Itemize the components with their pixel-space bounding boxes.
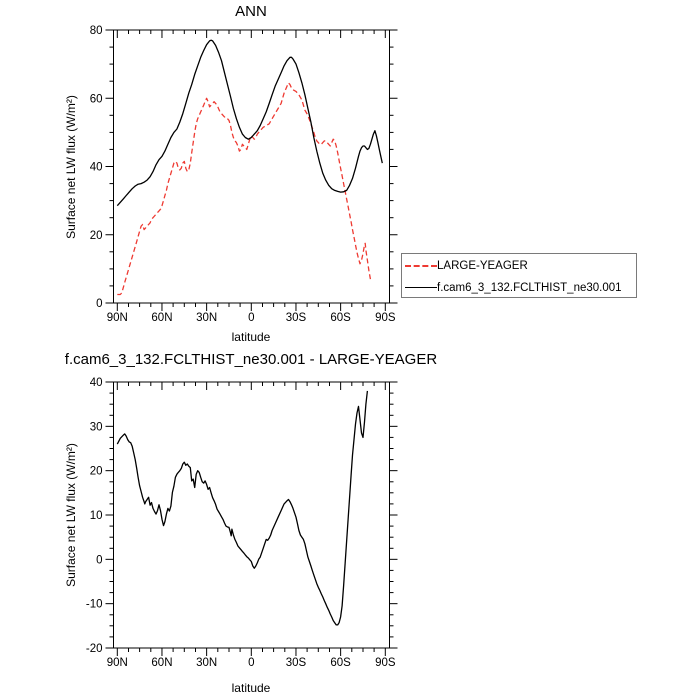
legend-label: f.cam6_3_132.FCLTHIST_ne30.001 [437,281,622,294]
top-x-tick-label: 60N [151,312,172,324]
black-solid-line-swatch [405,287,437,288]
top-x-tick-label: 30N [196,312,217,324]
bottom-chart-plot [105,381,398,656]
bottom-x-tick-label: 0 [248,657,254,669]
top-y-tick-label: 80 [90,25,103,37]
bottom-x-tick-label: 30N [196,657,217,669]
top-chart-y-axis-label: Surface net LW flux (W/m²) [64,95,78,239]
bottom-y-tick-label: 10 [90,510,103,522]
bottom-y-tick-label: 40 [90,377,103,389]
bottom-y-tick-label: -10 [86,599,103,611]
bottom-x-tick-label: 60S [330,657,351,669]
top-x-tick-label: 90S [375,312,396,324]
top-x-tick-label: 90N [107,312,128,324]
legend-box: LARGE-YEAGER f.cam6_3_132.FCLTHIST_ne30.… [401,253,637,298]
top-chart-plot [105,29,398,311]
legend-entry-fclthist: f.cam6_3_132.FCLTHIST_ne30.001 [402,277,636,298]
top-y-tick-label: 40 [90,162,103,174]
bottom-x-tick-label: 60N [151,657,172,669]
top-tick-labels: 90N 60N 30N 0 30S 60S 90S 0 20 40 60 80 [90,25,396,324]
legend-label: LARGE-YEAGER [437,259,528,272]
bottom-y-tick-label: 20 [90,466,103,478]
top-y-tick-label: 20 [90,230,103,242]
bottom-x-tick-label: 90S [375,657,396,669]
bottom-tick-labels: 90N 60N 30N 0 30S 60S 90S -20 -10 0 10 20 30 40 [86,377,396,669]
bottom-y-tick-label: -20 [86,643,103,655]
bottom-series-difference [116,390,369,626]
top-x-tick-label: 30S [286,312,307,324]
bottom-x-tick-label: 90N [107,657,128,669]
bottom-chart-x-axis-label: latitude [231,681,271,695]
red-dashed-line-swatch [405,264,437,267]
bottom-y-tick-label: 0 [96,554,102,566]
top-x-tick-label: 60S [330,312,351,324]
top-series-large-yeager [117,82,372,296]
top-y-tick-label: 60 [90,93,103,105]
top-series-f-cam6-3-132-fclthist-ne30-001 [116,39,383,207]
top-axis-ticks [105,29,398,311]
top-chart-title: ANN [235,3,267,20]
bottom-y-tick-label: 30 [90,421,103,433]
bottom-axis-ticks [105,381,398,656]
bottom-x-tick-label: 30S [286,657,307,669]
top-chart-x-axis-label: latitude [231,330,271,344]
top-y-tick-label: 0 [96,298,102,310]
legend-entry-large-yeager: LARGE-YEAGER [402,255,636,276]
bottom-chart-y-axis-label: Surface net LW flux (W/m²) [64,443,78,587]
bottom-chart-title: f.cam6_3_132.FCLTHIST_ne30.001 - LARGE-Y… [64,351,438,368]
top-x-tick-label: 0 [248,312,254,324]
